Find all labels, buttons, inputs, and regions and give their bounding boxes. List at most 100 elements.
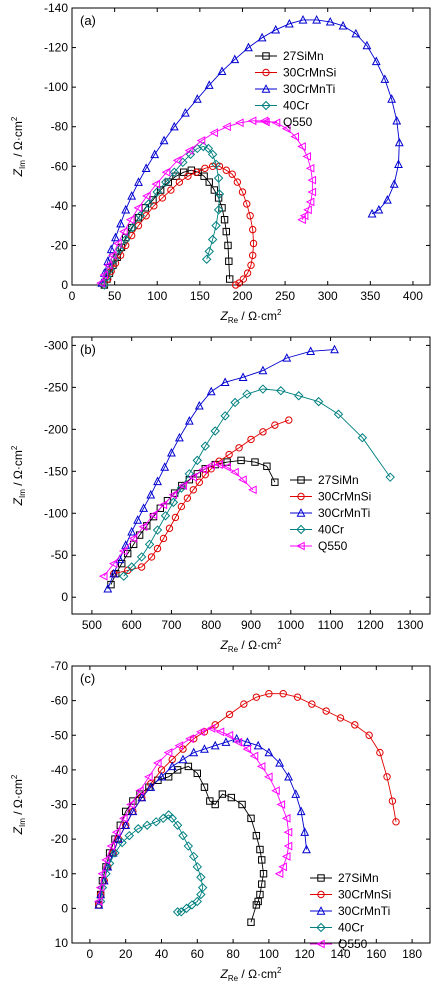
data-point: [336, 714, 345, 722]
data-point: [169, 121, 179, 131]
x-tick-label: 200: [232, 289, 252, 303]
legend-label: 30CrMnSi: [338, 888, 391, 902]
x-tick-label: 50: [108, 289, 122, 303]
data-point: [172, 820, 183, 830]
data-point: [151, 179, 161, 189]
data-point: [189, 747, 199, 757]
data-point: [175, 178, 184, 186]
data-point: [189, 851, 199, 862]
data-point: [257, 32, 267, 42]
data-point: [305, 197, 315, 207]
data-point: [119, 571, 129, 581]
data-point: [302, 151, 311, 161]
data-point: [284, 18, 294, 28]
data-point: [383, 773, 391, 781]
data-point: [111, 827, 121, 837]
x-tick-label: 600: [122, 618, 142, 632]
y-tick-label: 0: [61, 590, 68, 604]
data-point: [252, 831, 261, 840]
data-point: [210, 426, 220, 436]
data-point: [247, 435, 255, 444]
data-point: [247, 116, 257, 126]
data-point: [258, 384, 268, 394]
x-tick-label: 120: [295, 947, 315, 961]
series-40Cr: [95, 810, 208, 917]
data-point: [150, 149, 160, 159]
x-tick-label: 1300: [397, 618, 424, 632]
data-point: [305, 163, 315, 173]
data-point: [147, 553, 156, 561]
data-point: [171, 513, 180, 522]
data-point: [164, 773, 173, 781]
data-point: [237, 456, 245, 465]
data-point: [238, 188, 247, 196]
data-point: [235, 444, 243, 452]
data-point: [244, 42, 253, 52]
data-point: [211, 220, 221, 231]
data-point: [192, 94, 202, 103]
y-tick-label: -200: [44, 422, 68, 436]
legend-marker: [316, 939, 325, 949]
series-30CrMnTi: [103, 344, 339, 593]
data-point: [394, 137, 404, 147]
data-point: [167, 186, 175, 194]
data-point: [136, 552, 147, 562]
data-point: [144, 199, 154, 209]
data-point: [184, 762, 193, 771]
data-point: [106, 841, 116, 851]
legend-label: Q550: [338, 937, 368, 951]
y-axis-label: ZIm / Ω·cm2: [10, 774, 27, 835]
data-point: [95, 883, 105, 893]
data-point: [172, 172, 180, 180]
x-tick-label: 400: [403, 289, 423, 303]
data-point: [183, 841, 194, 851]
data-point: [297, 215, 306, 225]
data-point: [247, 918, 255, 926]
data-point: [227, 793, 236, 802]
data-point: [282, 353, 292, 362]
x-tick-label: 300: [318, 289, 338, 303]
data-point: [256, 845, 264, 854]
data-point: [253, 740, 263, 750]
data-point: [172, 907, 183, 917]
data-point: [312, 14, 322, 24]
data-point: [225, 450, 233, 459]
data-point: [108, 559, 118, 569]
legend-marker: [261, 100, 271, 111]
data-point: [300, 827, 310, 836]
panel-2: 0 20 40 60 80 100 120 140 160 180100-10-20-30-40-…: [10, 659, 431, 983]
data-point: [221, 737, 231, 746]
data-point: [128, 534, 138, 543]
series-40Cr: [119, 384, 395, 581]
data-point: [187, 900, 197, 910]
series-Q550: [96, 116, 317, 288]
data-point: [392, 115, 402, 125]
y-tick-label: -10: [51, 867, 69, 881]
data-point: [115, 244, 125, 255]
data-point: [215, 727, 225, 737]
legend-marker: [261, 117, 270, 127]
data-point: [193, 769, 202, 778]
data-point: [274, 869, 284, 879]
data-point: [141, 163, 151, 172]
data-point: [389, 179, 399, 188]
data-point: [106, 244, 116, 254]
data-point: [127, 191, 137, 200]
data-point: [125, 215, 135, 225]
data-point: [153, 758, 162, 768]
data-point: [184, 172, 192, 180]
data-point: [230, 397, 240, 408]
x-tick-label: 800: [201, 618, 221, 632]
data-point: [233, 178, 242, 186]
y-tick-label: -300: [44, 338, 68, 352]
data-point: [144, 539, 155, 550]
legend-label: 27SiMn: [318, 473, 359, 487]
series-line: [107, 349, 335, 589]
series-line: [113, 419, 289, 575]
data-point: [137, 563, 146, 571]
legend-marker: [297, 476, 305, 484]
plot-frame: [71, 7, 431, 286]
y-tick-label: -250: [44, 380, 68, 394]
data-point: [110, 848, 120, 858]
data-point: [98, 571, 108, 581]
